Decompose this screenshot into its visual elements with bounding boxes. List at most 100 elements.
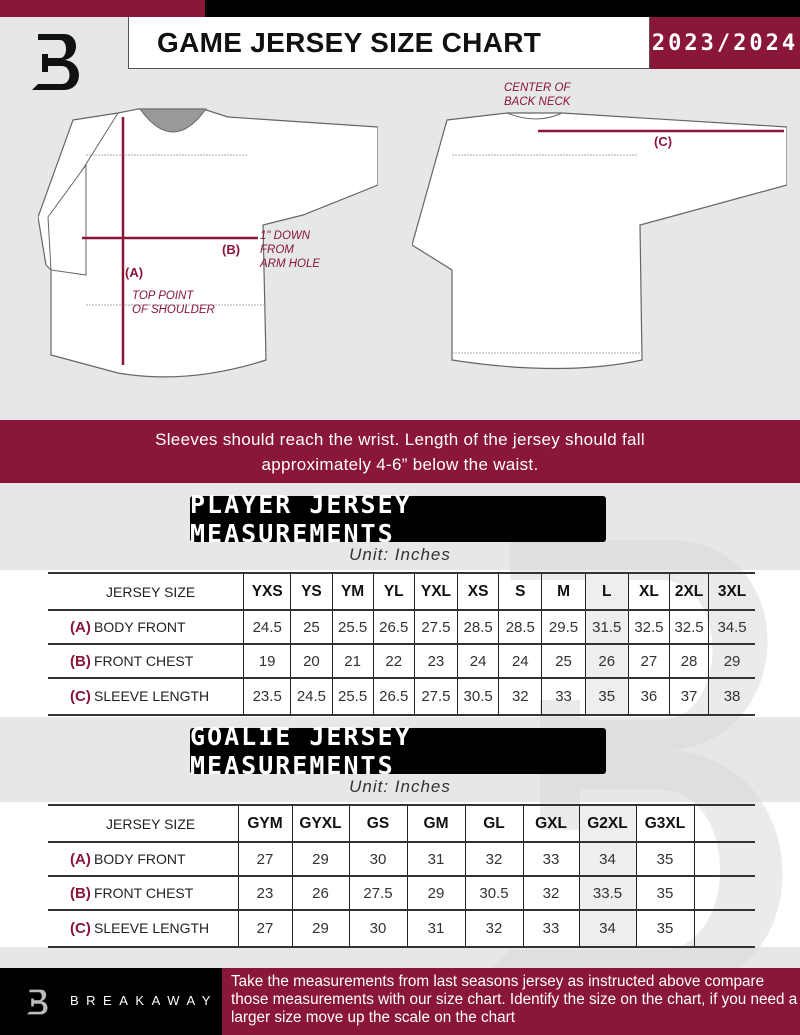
table-cell: 26: [584, 644, 629, 679]
back-jersey-diagram: [412, 112, 787, 370]
player-unit: Unit: Inches: [349, 545, 451, 564]
size-header: G2XL: [578, 804, 636, 843]
jersey-size-label: JERSEY SIZE: [48, 804, 238, 843]
table-cell: 24.5: [243, 610, 291, 645]
table-cell: 27.5: [413, 678, 458, 716]
table-cell: 31: [406, 842, 465, 877]
size-header: 3XL: [708, 572, 755, 611]
season-badge: 2023/2024: [650, 17, 800, 69]
top-accent-bar: [0, 0, 205, 17]
table-row: (C) SLEEVE LENGTH 27 29 30 31 32 33 34 35: [48, 910, 755, 948]
table-cell: 36: [627, 678, 670, 716]
table-header-row: JERSEY SIZE YXS YS YM YL YXL XS S M L XL 2XL 3XL: [48, 572, 755, 611]
table-cell: 31: [406, 910, 465, 948]
table-cell: 35: [584, 678, 629, 716]
table-cell: 25: [290, 610, 333, 645]
table-cell: 29: [406, 876, 465, 911]
size-header: GXL: [522, 804, 579, 843]
player-heading: PLAYER JERSEY MEASUREMENTS: [190, 490, 606, 548]
goalie-heading: GOALIE JERSEY MEASUREMENTS: [190, 722, 606, 780]
size-header: XS: [457, 572, 499, 611]
size-header: YL: [372, 572, 415, 611]
table-cell: 27: [627, 644, 670, 679]
table-cell: 32.5: [669, 610, 709, 645]
table-cell: 24: [498, 644, 542, 679]
table-cell: 20: [290, 644, 333, 679]
measure-key: (B): [70, 652, 91, 670]
measure-key: (B): [70, 884, 91, 902]
table-cell: 38: [708, 678, 755, 716]
table-cell: 35: [635, 910, 694, 948]
goalie-measurements-table: JERSEY SIZE GYM GYXL GS GM GL GXL G2XL G3XL (A) BO…: [48, 804, 755, 948]
note-c: CENTER OF BACK NECK: [504, 82, 571, 108]
jersey-size-label: JERSEY SIZE: [48, 572, 244, 611]
table-cell: 29.5: [541, 610, 586, 645]
size-header: G3XL: [635, 804, 694, 843]
table-cell: 29: [291, 842, 349, 877]
table-row: (B) FRONT CHEST 19 20 21 22 23 24 24 25 26 27 28 29: [48, 644, 755, 679]
table-cell: 26: [291, 876, 349, 911]
measure-key: (C): [70, 920, 91, 937]
table-cell: 24.5: [290, 678, 333, 716]
table-cell: 25: [541, 644, 586, 679]
size-header: 2XL: [669, 572, 709, 611]
table-cell: 28: [669, 644, 709, 679]
measure-key: (A): [70, 850, 91, 868]
table-cell: 23: [237, 876, 292, 911]
measure-label: SLEEVE LENGTH: [94, 920, 210, 936]
table-cell: 19: [243, 644, 291, 679]
table-cell: 35: [635, 876, 694, 911]
table-cell: 32: [464, 842, 523, 877]
table-cell: 32: [522, 876, 579, 911]
front-jersey-diagram: [38, 108, 378, 378]
table-row: (B) FRONT CHEST 23 26 27.5 29 30.5 32 33.5 35: [48, 876, 755, 911]
size-header: YXS: [243, 572, 291, 611]
size-header: YS: [290, 572, 333, 611]
size-header: M: [541, 572, 586, 611]
table-cell: 22: [372, 644, 415, 679]
table-cell: 30.5: [457, 678, 499, 716]
table-cell: 30.5: [464, 876, 523, 911]
table-row: (A) BODY FRONT 24.5 25 25.5 26.5 27.5 28.5 28.5 2…: [48, 610, 755, 645]
table-cell: 28.5: [457, 610, 499, 645]
label-c: (C): [654, 134, 673, 149]
size-header: GL: [464, 804, 523, 843]
table-cell: 31.5: [584, 610, 629, 645]
table-cell: 25.5: [331, 678, 374, 716]
table-cell: 32: [464, 910, 523, 948]
size-header: S: [498, 572, 542, 611]
table-row: (C) SLEEVE LENGTH 23.5 24.5 25.5 26.5 27.5 30.5…: [48, 678, 755, 716]
table-row: (A) BODY FRONT 27 29 30 31 32 33 34 35: [48, 842, 755, 877]
table-cell: [693, 910, 755, 948]
table-cell: 33: [541, 678, 586, 716]
table-cell: 34.5: [708, 610, 755, 645]
table-cell: 32.5: [627, 610, 670, 645]
size-header: YM: [331, 572, 374, 611]
size-header: GM: [406, 804, 465, 843]
size-header: XL: [627, 572, 670, 611]
footer-instructions: Take the measurements from last seasons …: [222, 968, 800, 1035]
size-header: GYM: [237, 804, 292, 843]
table-cell: 26.5: [372, 678, 415, 716]
table-cell: 35: [635, 842, 694, 877]
footer-brand-name: BREAKAWAY: [70, 993, 218, 1008]
measure-label: BODY FRONT: [94, 850, 186, 867]
table-cell: 23.5: [243, 678, 291, 716]
size-header: [693, 804, 755, 843]
table-cell: 27: [237, 910, 292, 948]
table-cell: 21: [331, 644, 374, 679]
table-cell: 33: [522, 910, 579, 948]
table-header-row: JERSEY SIZE GYM GYXL GS GM GL GXL G2XL G3XL: [48, 804, 755, 843]
table-cell: 32: [498, 678, 542, 716]
measure-label: BODY FRONT: [94, 618, 186, 635]
table-cell: 33.5: [578, 876, 636, 911]
table-cell: 30: [348, 842, 407, 877]
table-cell: 24: [457, 644, 499, 679]
table-cell: 29: [708, 644, 755, 679]
measure-key: (C): [70, 688, 91, 705]
table-cell: 28.5: [498, 610, 542, 645]
table-cell: 26.5: [372, 610, 415, 645]
table-cell: 23: [413, 644, 458, 679]
table-cell: 33: [522, 842, 579, 877]
top-black-bar: [205, 0, 800, 17]
